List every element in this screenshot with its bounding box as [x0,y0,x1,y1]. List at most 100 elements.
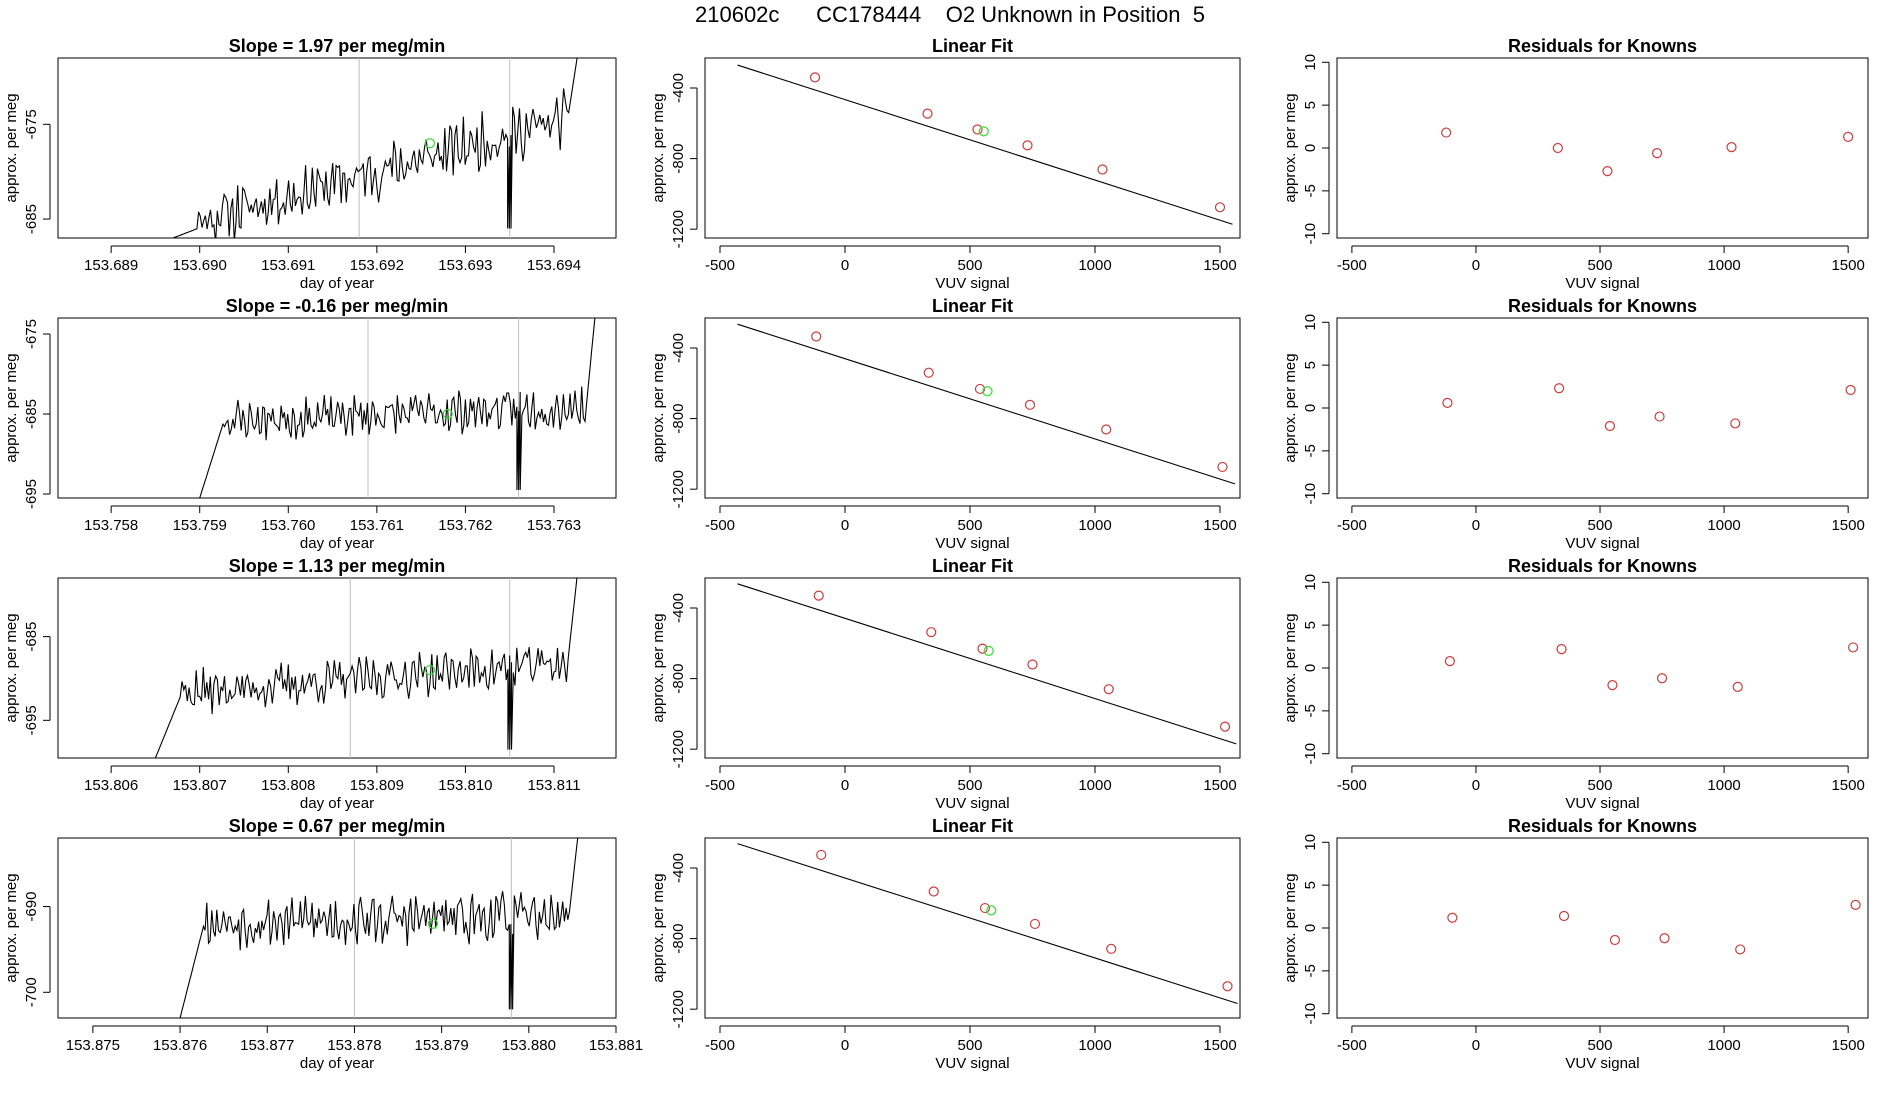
y-tick-label: -800 [670,924,687,954]
x-tick-label: 1000 [1707,257,1740,274]
plot-frame [57,317,617,499]
plot-frame [57,57,617,239]
y-tick-label: -690 [23,892,40,922]
x-tick-label: 153.760 [261,517,315,534]
y-axis-label: approx. per meg [3,613,20,722]
y-tick-label: -1200 [670,210,687,248]
unknown-point [978,126,989,137]
x-tick-label: 1500 [1203,257,1236,274]
x-tick-label: 153.758 [84,517,138,534]
plot-area [179,838,579,1018]
page-title: 210602c CC178444 O2 Unknown in Position … [695,2,1205,27]
panel-title: Slope = 0.67 per meg/min [229,816,446,836]
unknown-point [986,905,997,916]
y-tick-label: -1200 [670,470,687,508]
unknown-point [424,138,436,149]
x-tick-label: 153.692 [350,257,404,274]
residual-point [1654,411,1665,422]
x-tick-label: 1000 [1078,777,1111,794]
x-tick-label: 500 [957,777,982,794]
panel-title: Slope = -0.16 per meg/min [226,296,449,316]
x-tick-label: -500 [1337,777,1367,794]
fit-line [737,323,1236,485]
known-point [1106,943,1117,954]
panel-title: Linear Fit [932,816,1013,836]
plot-frame [704,837,1241,1019]
plot-frame [1336,837,1869,1019]
plot-area [172,58,578,238]
x-tick-label: 500 [1588,1037,1613,1054]
panel-timeseries-row-4: Slope = 0.67 per meg/min 153.875 153.876 15… [3,816,643,1072]
y-tick-label: -685 [23,399,40,429]
x-tick-label: 0 [841,517,849,534]
unknown-point [982,386,993,397]
known-point [926,627,937,638]
residual-point [1656,673,1668,684]
residual-point [1735,944,1746,955]
plot-area [1441,127,1854,177]
y-axis-label: approx. per meg [1282,873,1299,982]
x-tick-label: 1000 [1707,517,1740,534]
panel-title: Linear Fit [932,296,1013,316]
y-axis-label: approx. per meg [3,93,20,202]
x-tick-label: 153.809 [350,777,404,794]
panel-title: Residuals for Knowns [1508,816,1697,836]
y-tick-label: -400 [670,593,687,623]
residual-point [1848,642,1859,653]
fit-line [737,64,1233,225]
x-tick-label: 153.690 [173,257,227,274]
y-tick-label: -675 [23,319,40,349]
unknown-point [983,645,994,656]
x-tick-label: 0 [841,1037,849,1054]
residual-point [1651,148,1663,159]
x-tick-label: 0 [841,257,849,274]
x-tick-label: -500 [1337,517,1367,534]
y-tick-label: -700 [23,977,40,1007]
plot-area [737,843,1238,1005]
y-axis-label: approx. per meg [3,353,20,462]
y-tick-label: 5 [1302,361,1319,369]
x-tick-label: 153.759 [173,517,227,534]
known-point [1022,140,1033,151]
residual-point [1441,127,1452,138]
y-tick-label: 10 [1302,314,1319,331]
x-tick-label: 1000 [1707,777,1740,794]
known-point [928,886,939,897]
residual-point [1845,384,1856,396]
x-tick-label: 1500 [1831,517,1864,534]
x-tick-label: 0 [1472,1037,1480,1054]
known-point [977,643,988,654]
residual-point [1843,131,1854,142]
y-axis-label: approx. per meg [650,873,667,982]
y-tick-label: -400 [670,333,687,363]
x-axis-label: day of year [300,275,374,292]
panel-fit-row-3: Linear Fit -500 0 500 1000 1500 VUV signal -400… [650,556,1241,812]
x-tick-label: 0 [1472,517,1480,534]
known-point [922,108,933,119]
x-tick-label: 500 [1588,517,1613,534]
x-tick-label: 153.811 [527,777,580,794]
plot-area [1447,899,1861,955]
x-axis-label: VUV signal [1565,275,1639,292]
x-tick-label: 153.880 [502,1037,556,1054]
plot-frame [704,577,1241,759]
x-tick-label: 1000 [1078,517,1111,534]
known-point [809,72,821,83]
x-axis-label: day of year [300,1055,374,1072]
plot-frame [1336,317,1869,499]
y-tick-label: -800 [670,664,687,694]
y-tick-label: -1200 [670,990,687,1028]
panel-residuals-row-2: Residuals for Knowns -500 0 500 1000 1500 VUV … [1282,296,1869,552]
x-axis-label: VUV signal [1565,795,1639,812]
plot-frame [704,317,1241,499]
x-tick-label: 153.761 [350,517,404,534]
x-axis-label: day of year [300,535,374,552]
x-tick-label: 1500 [1203,1037,1236,1054]
known-point [1027,659,1038,670]
y-tick-label: 10 [1302,574,1319,591]
residual-point [1442,397,1453,408]
x-tick-label: 153.810 [438,777,492,794]
x-tick-label: 0 [841,777,849,794]
y-tick-label: 5 [1302,621,1319,629]
y-tick-label: 0 [1302,144,1319,152]
